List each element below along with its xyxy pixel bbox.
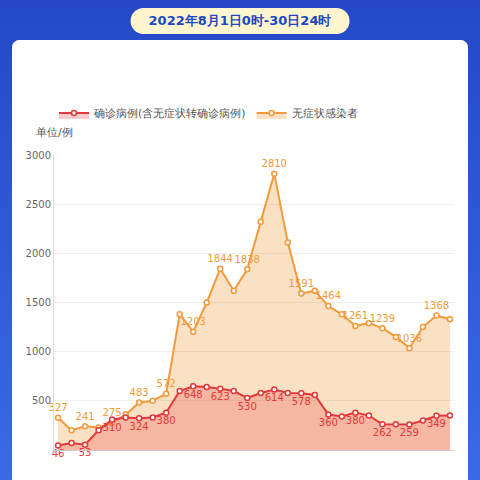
svg-text:380: 380 [346, 415, 365, 426]
svg-text:2500: 2500 [26, 199, 51, 210]
svg-text:1844: 1844 [207, 253, 232, 264]
svg-text:无症状感染者: 无症状感染者 [292, 107, 358, 120]
svg-text:1368: 1368 [424, 300, 449, 311]
svg-text:324: 324 [130, 421, 149, 432]
svg-text:360: 360 [319, 417, 338, 428]
svg-text:241: 241 [76, 411, 95, 422]
svg-text:46: 46 [52, 448, 65, 459]
svg-text:572: 572 [157, 378, 176, 389]
svg-text:53: 53 [79, 447, 92, 458]
svg-text:327: 327 [49, 402, 68, 413]
svg-text:1000: 1000 [26, 346, 51, 357]
svg-text:1464: 1464 [316, 290, 341, 301]
svg-text:1838: 1838 [235, 254, 260, 265]
svg-text:259: 259 [400, 427, 419, 438]
svg-text:1591: 1591 [289, 278, 314, 289]
svg-text:1036: 1036 [397, 333, 422, 344]
svg-text:310: 310 [103, 422, 122, 433]
svg-text:1239: 1239 [370, 313, 395, 324]
svg-text:530: 530 [238, 401, 257, 412]
svg-text:648: 648 [184, 389, 203, 400]
svg-text:2810: 2810 [262, 158, 287, 169]
svg-text:1261: 1261 [343, 310, 368, 321]
svg-text:578: 578 [292, 396, 311, 407]
svg-text:2000: 2000 [26, 248, 51, 259]
svg-text:623: 623 [211, 391, 230, 402]
svg-text:614: 614 [265, 392, 284, 403]
svg-text:262: 262 [373, 427, 392, 438]
svg-text:275: 275 [103, 407, 122, 418]
svg-text:349: 349 [427, 418, 446, 429]
html-text:2022年8月1日0时-30日24时: 2022年8月1日0时-30日24时 [148, 13, 332, 28]
svg-text:1203: 1203 [180, 316, 205, 327]
svg-text:483: 483 [130, 387, 149, 398]
svg-text:1500: 1500 [26, 297, 51, 308]
svg-text:3000: 3000 [26, 150, 51, 161]
svg-text:500: 500 [32, 395, 51, 406]
svg-text:380: 380 [157, 415, 176, 426]
svg-text:单位/例: 单位/例 [36, 126, 73, 139]
svg-text:确诊病例(含无症状转确诊病例): 确诊病例(含无症状转确诊病例) [93, 107, 246, 120]
